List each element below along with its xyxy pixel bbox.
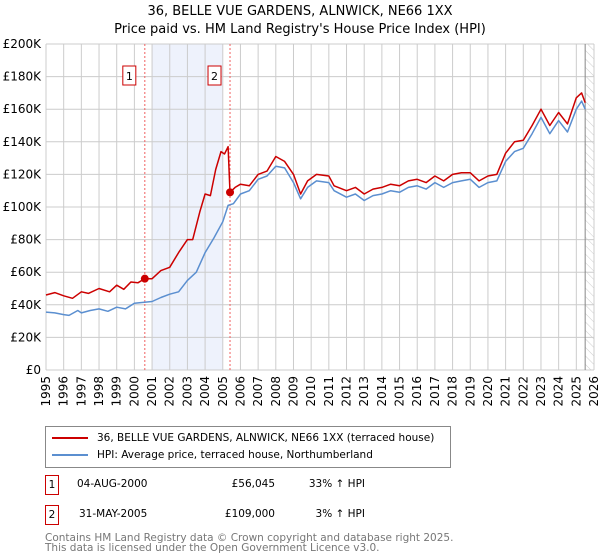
footer-licence: This data is licensed under the Open Gov… [45,542,380,554]
x-tick-label: 2010 [304,376,318,407]
sale-marker-label: 1 [45,475,59,495]
sale-hpi: 3% ↑ HPI [315,508,365,520]
sale-marker-number: 1 [126,70,133,83]
legend-label: HPI: Average price, terraced house, Nort… [97,449,373,461]
sale-price: £56,045 [231,478,275,490]
sale-price: £109,000 [224,508,275,520]
x-tick-label: 2014 [375,376,389,407]
x-tick-label: 2006 [233,376,247,407]
sale-row-1: 1 04-AUG-2000 £56,045 33% ↑ HPI [45,475,445,495]
x-tick-label: 2011 [322,376,336,407]
x-tick-label: 1997 [74,376,88,407]
y-tick-label: £140K [3,135,43,149]
plot-area: 1995 1996 1997 1998 1999 2000 2001 2002 2003 2004… [3,37,600,407]
legend-swatch-red [52,437,88,439]
x-tick-label: 2005 [216,376,230,407]
footer-copyright: Contains HM Land Registry data © Crown c… [45,532,454,544]
hpi-line [45,100,586,317]
sale-point [226,188,235,197]
x-tick-label: 2007 [251,376,265,407]
x-tick-label: 2009 [286,376,300,407]
x-tick-label: 2016 [410,376,424,407]
legend-swatch-blue [52,454,88,456]
y-tick-label: £60K [10,265,42,279]
legend: 36, BELLE VUE GARDENS, ALNWICK, NE66 1XX… [45,426,451,468]
chart-title: 36, BELLE VUE GARDENS, ALNWICK, NE66 1XX [147,4,453,19]
property-price-line [45,92,586,300]
sale-point [140,274,149,283]
x-tick-label: 2019 [463,376,477,407]
y-tick-label: £40K [10,298,42,312]
x-tick-label: 2020 [481,376,495,407]
x-tick-label: 2021 [499,376,513,407]
y-tick-label: £120K [3,167,43,181]
y-tick-label: £160K [3,102,43,116]
x-tick-label: 1996 [57,376,71,407]
x-tick-label: 2013 [357,376,371,407]
x-tick-label: 2004 [198,376,212,407]
sale-hpi: 33% ↑ HPI [308,478,365,490]
x-tick-label: 1995 [39,376,53,407]
x-tick-label: 2000 [127,376,141,407]
sale-marker-label: 2 [45,505,59,525]
sale-marker-box [122,65,137,86]
legend-label: 36, BELLE VUE GARDENS, ALNWICK, NE66 1XX… [97,432,435,444]
x-tick-label: 2012 [340,376,354,407]
x-tick-label: 2026 [587,376,600,407]
x-tick-label: 2023 [534,376,548,407]
x-tick-label: 2002 [163,376,177,407]
x-tick-label: 2024 [552,376,566,407]
y-tick-label: £0 [26,363,41,377]
x-tick-label: 2022 [516,376,530,407]
chart-subtitle: Price paid vs. HM Land Registry's House … [114,22,486,37]
sale-date: 31-MAY-2005 [79,508,148,520]
x-tick-label: 1999 [110,376,124,407]
x-tick-label: 2015 [393,376,407,407]
x-tick-label: 2003 [180,376,194,407]
x-tick-label: 2001 [145,376,159,407]
x-tick-label: 2025 [569,376,583,407]
y-tick-label: £200K [3,37,43,51]
y-tick-label: £20K [10,330,42,344]
x-tick-label: 2018 [446,376,460,407]
x-tick-label: 2017 [428,376,442,407]
x-tick-label: 1998 [92,376,106,407]
y-tick-label: £100K [3,200,43,214]
sale-row-2: 2 31-MAY-2005 £109,000 3% ↑ HPI [45,505,445,525]
legend-item-property: 36, BELLE VUE GARDENS, ALNWICK, NE66 1XX… [52,430,434,446]
sale-marker-box [207,65,222,86]
y-tick-label: £80K [10,233,42,247]
y-tick-label: £180K [3,70,43,84]
x-tick-label: 2008 [269,376,283,407]
sale-marker-number: 2 [211,70,218,83]
sale-date: 04-AUG-2000 [77,478,148,490]
legend-item-hpi: HPI: Average price, terraced house, Nort… [52,447,373,463]
